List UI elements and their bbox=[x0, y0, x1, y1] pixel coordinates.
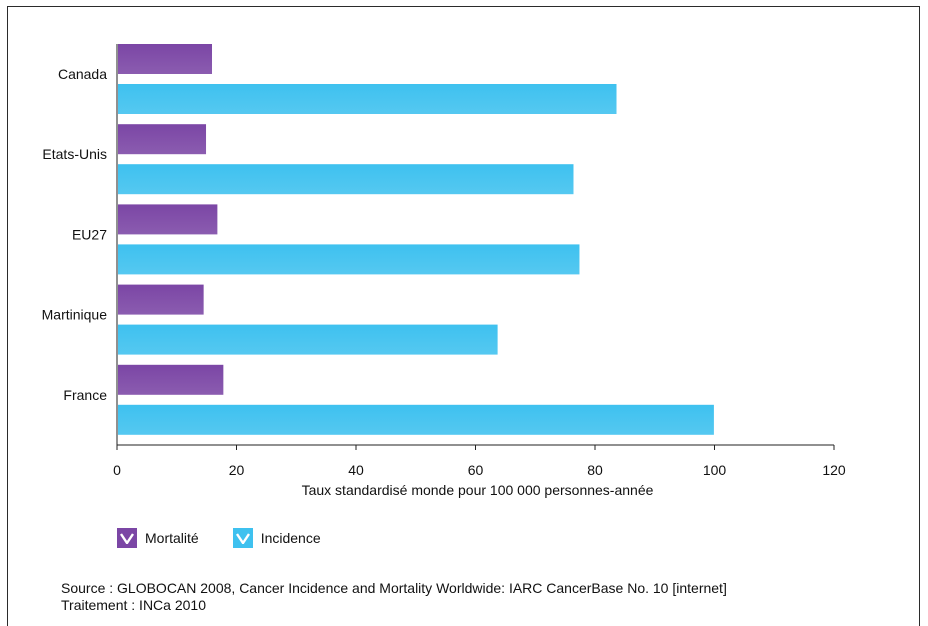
source-note: Source : GLOBOCAN 2008, Cancer Incidence… bbox=[61, 580, 727, 614]
bar-mortalite-etats-unis[interactable] bbox=[118, 124, 206, 154]
x-tick-label: 120 bbox=[822, 462, 846, 478]
bar-incidence-france[interactable] bbox=[118, 405, 714, 435]
bar-incidence-canada[interactable] bbox=[118, 84, 617, 114]
y-tick-label: Martinique bbox=[42, 307, 108, 323]
legend-label-mortalite: Mortalité bbox=[145, 530, 199, 546]
bar-incidence-etats-unis[interactable] bbox=[118, 164, 573, 194]
legend-label-incidence: Incidence bbox=[261, 530, 321, 546]
y-tick-label: France bbox=[63, 387, 107, 403]
y-axis-labels: Canada Etats-Unis EU27 Martinique France bbox=[42, 66, 108, 403]
y-tick-label: Canada bbox=[58, 66, 107, 82]
checkbox-check-icon[interactable] bbox=[233, 528, 253, 548]
y-tick-label: EU27 bbox=[72, 226, 107, 242]
x-axis-ticks: 0 20 40 60 80 100 120 bbox=[113, 445, 846, 478]
legend-item-mortalite[interactable]: Mortalité bbox=[117, 528, 199, 548]
bars-group bbox=[118, 44, 714, 435]
y-tick-label: Etats-Unis bbox=[42, 146, 107, 162]
x-tick-label: 100 bbox=[703, 462, 727, 478]
x-tick-label: 80 bbox=[587, 462, 603, 478]
legend: Mortalité Incidence bbox=[117, 528, 355, 548]
bar-mortalite-canada[interactable] bbox=[118, 44, 212, 74]
checkbox-check-icon[interactable] bbox=[117, 528, 137, 548]
x-tick-label: 60 bbox=[468, 462, 484, 478]
bar-mortalite-france[interactable] bbox=[118, 365, 223, 395]
bar-mortalite-martinique[interactable] bbox=[118, 285, 204, 315]
bar-incidence-eu27[interactable] bbox=[118, 244, 579, 274]
legend-item-incidence[interactable]: Incidence bbox=[233, 528, 321, 548]
source-line: Source : GLOBOCAN 2008, Cancer Incidence… bbox=[61, 580, 727, 597]
x-tick-label: 0 bbox=[113, 462, 121, 478]
x-tick-label: 40 bbox=[348, 462, 364, 478]
x-axis-title: Taux standardisé monde pour 100 000 pers… bbox=[302, 482, 654, 498]
bar-incidence-martinique[interactable] bbox=[118, 325, 498, 355]
treatment-line: Traitement : INCa 2010 bbox=[61, 597, 727, 614]
bar-mortalite-eu27[interactable] bbox=[118, 204, 217, 234]
x-tick-label: 20 bbox=[229, 462, 245, 478]
